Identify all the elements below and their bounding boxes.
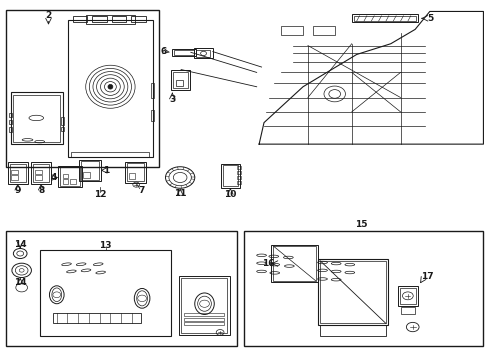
Text: 2: 2: [45, 11, 52, 20]
Bar: [320, 261, 385, 323]
Bar: [81, 161, 99, 180]
Text: 11: 11: [174, 189, 186, 198]
Text: 8: 8: [38, 186, 44, 195]
Bar: [125, 162, 145, 183]
Bar: [127, 163, 143, 181]
Bar: [237, 166, 240, 168]
Bar: [173, 72, 187, 88]
Bar: [9, 127, 12, 132]
Bar: [183, 314, 223, 316]
Bar: [70, 179, 76, 184]
Bar: [31, 162, 51, 184]
Bar: [271, 244, 317, 282]
Bar: [181, 278, 227, 333]
Text: 7: 7: [138, 186, 144, 195]
Bar: [399, 288, 415, 304]
Bar: [195, 50, 210, 57]
Bar: [223, 165, 237, 186]
Text: 16: 16: [261, 259, 274, 268]
Text: 1: 1: [103, 166, 109, 175]
Bar: [92, 16, 107, 22]
Bar: [151, 110, 154, 121]
Bar: [131, 16, 146, 22]
Bar: [112, 16, 126, 22]
Bar: [281, 26, 303, 35]
Bar: [11, 175, 18, 180]
Text: 3: 3: [169, 95, 175, 104]
Bar: [73, 16, 87, 22]
Bar: [11, 92, 62, 144]
Text: 6: 6: [161, 47, 167, 56]
Bar: [10, 163, 25, 182]
Bar: [62, 179, 68, 184]
Bar: [194, 48, 212, 58]
Bar: [183, 322, 223, 325]
Bar: [178, 276, 229, 335]
Bar: [79, 160, 101, 181]
Bar: [83, 172, 90, 178]
Bar: [60, 167, 80, 186]
Bar: [35, 170, 41, 174]
Bar: [9, 120, 12, 125]
Bar: [68, 21, 153, 157]
Bar: [237, 181, 240, 184]
Text: 15: 15: [355, 220, 367, 229]
Bar: [351, 14, 417, 22]
Bar: [13, 95, 60, 142]
Bar: [86, 15, 135, 24]
Bar: [129, 173, 135, 179]
Bar: [5, 231, 237, 346]
Bar: [53, 313, 141, 323]
Bar: [320, 325, 385, 336]
Bar: [11, 170, 18, 174]
Text: 10: 10: [224, 190, 236, 199]
Bar: [5, 10, 159, 167]
Bar: [171, 70, 189, 90]
Bar: [40, 250, 171, 336]
Bar: [174, 50, 193, 55]
Bar: [151, 83, 154, 98]
Bar: [58, 166, 81, 187]
Text: 9: 9: [15, 186, 21, 195]
Bar: [33, 163, 49, 182]
Bar: [317, 259, 387, 325]
Bar: [9, 113, 12, 117]
Bar: [273, 246, 315, 281]
Bar: [8, 162, 27, 184]
Bar: [312, 26, 334, 35]
Bar: [353, 16, 415, 21]
Bar: [183, 318, 223, 320]
Ellipse shape: [108, 85, 113, 89]
Text: 5: 5: [427, 14, 433, 23]
Bar: [176, 80, 183, 86]
Bar: [62, 174, 68, 178]
Bar: [237, 171, 240, 174]
Bar: [397, 286, 417, 306]
Text: 17: 17: [420, 272, 433, 281]
Bar: [35, 175, 41, 180]
Text: 4: 4: [50, 173, 57, 182]
Bar: [400, 307, 414, 315]
Bar: [237, 176, 240, 179]
Text: 12: 12: [94, 190, 106, 199]
Text: 14: 14: [14, 240, 26, 249]
Bar: [221, 163, 239, 188]
Bar: [61, 117, 63, 125]
Bar: [61, 127, 63, 131]
Text: 14: 14: [14, 278, 26, 287]
Text: 13: 13: [99, 241, 112, 250]
Bar: [244, 231, 483, 346]
Bar: [71, 152, 149, 157]
Bar: [172, 49, 195, 56]
